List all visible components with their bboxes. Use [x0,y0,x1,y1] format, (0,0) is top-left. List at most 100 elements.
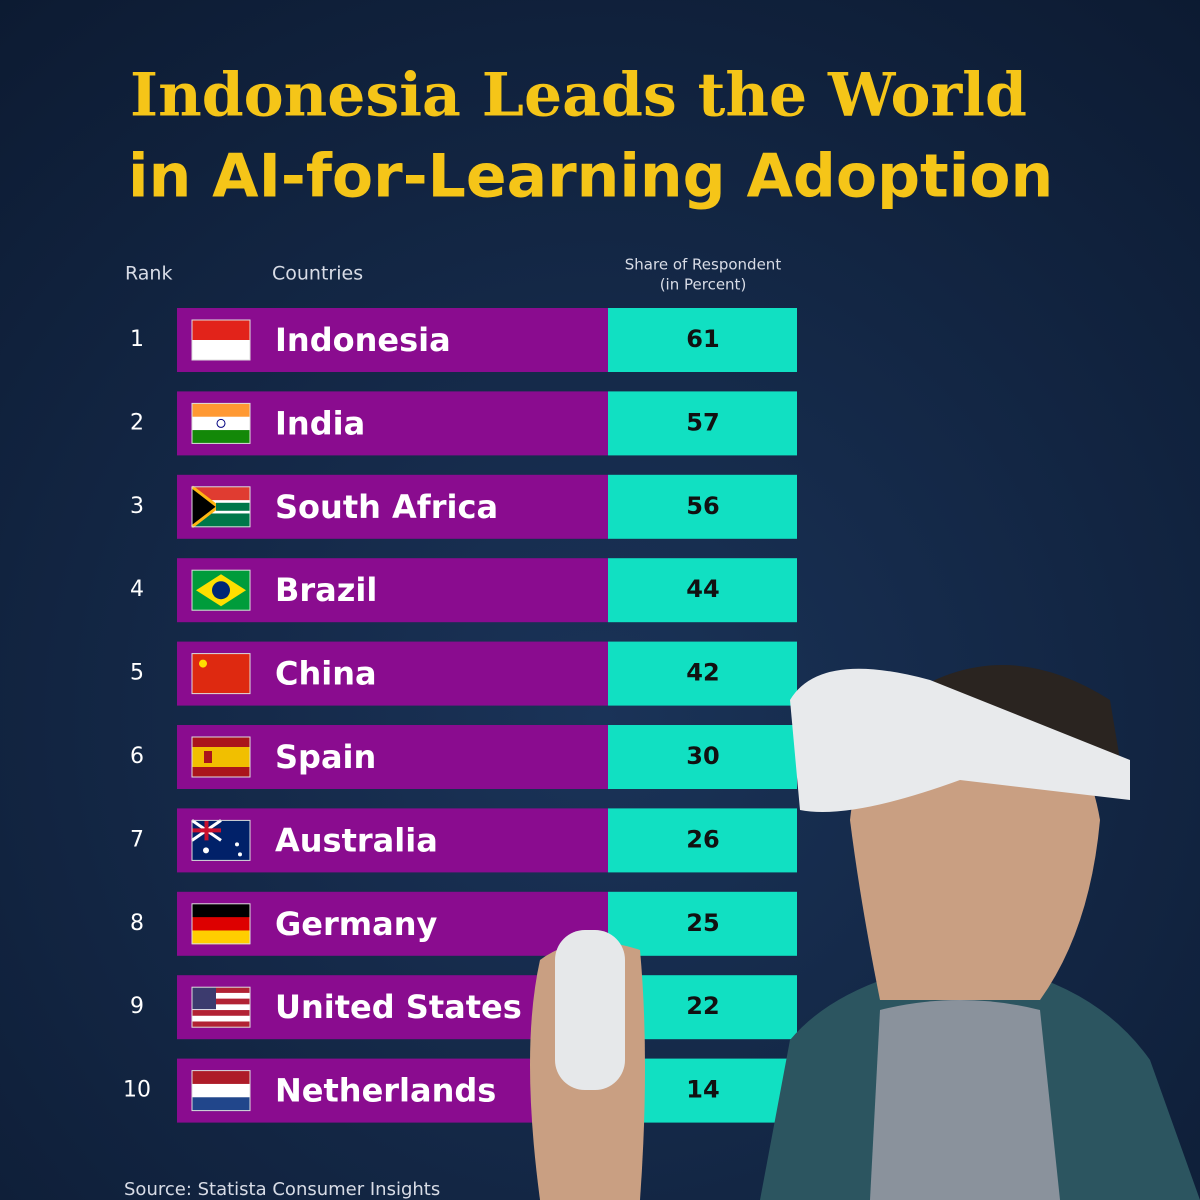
flag-border [191,486,251,528]
person-illustration [530,665,1200,1200]
rank: 9 [130,994,144,1019]
flag-part [199,659,207,668]
country: Brazil [275,571,377,609]
country: China [275,655,377,693]
flag-border [191,736,251,778]
value-cell [608,391,797,456]
country: South Africa [275,488,498,526]
table-row: 4 Brazil 44 [130,558,797,623]
flag-part [216,418,226,428]
title-line-1: Indonesia Leads the World [130,61,1027,131]
flag-border [191,569,251,611]
flag-part [192,930,250,945]
flag-part [192,820,221,841]
flag [191,402,251,444]
flag-part [192,1097,250,1112]
value-cell [608,474,797,539]
table-row: 2 India 57 [130,391,797,456]
table-row: 7 Australia 26 [130,808,797,873]
flag-part [192,737,250,748]
flag-part [192,403,250,418]
flag [191,1070,251,1112]
flag-border [191,903,251,945]
country: Spain [275,738,376,776]
flag [191,819,251,861]
value-cell [608,558,797,623]
flag-part [192,1010,250,1017]
table-row: 5 China 42 [130,641,797,706]
flag-part [192,757,250,768]
country: United States [275,988,522,1026]
country: Netherlands [275,1072,496,1110]
value: 56 [686,492,719,520]
header-country: Countries [272,263,363,285]
flag [191,986,251,1028]
flag-part [204,751,212,763]
flag-part [192,747,250,758]
country: Australia [275,821,438,859]
flag [191,903,251,945]
flag-part [192,1083,250,1098]
rank: 2 [130,410,144,435]
flag-part [212,581,230,600]
table-row: 3 South Africa 56 [130,474,797,539]
header-share-unit: (in Percent) [660,276,747,294]
table-row: 6 Spain 30 [130,725,797,789]
rank: 7 [130,827,144,852]
value: 25 [686,909,719,937]
value: 22 [686,992,719,1020]
flag-border [191,1070,251,1112]
value-cell [608,891,797,956]
flag-part [203,847,209,854]
value: 30 [686,742,719,770]
table-row: 9 United States 22 [130,975,797,1040]
rank: 10 [123,1078,151,1103]
flag-part [192,430,250,444]
value-cell [608,308,797,372]
country: India [275,404,365,442]
value: 26 [686,825,719,853]
value: 44 [686,575,719,603]
flag-border [191,402,251,444]
flag [191,569,251,611]
flag-part [235,842,239,847]
rank: 1 [130,327,144,352]
flag-part [192,987,250,994]
flag-part [192,1070,250,1085]
flag-part [192,653,250,695]
flag-part [192,998,250,1005]
flag-part [192,1015,250,1022]
flag-border [191,653,251,695]
flag-part [238,852,242,857]
flag-part [192,987,216,1010]
flag [191,485,251,528]
flag-part [192,320,250,341]
rank: 5 [130,661,144,686]
table-row: 1 Indonesia 61 [130,308,797,372]
flag-border [191,819,251,861]
value: 14 [686,1076,719,1104]
rank: 8 [130,911,144,936]
value-cell [608,641,797,706]
flag-part [192,1004,250,1011]
flag-part [192,416,250,431]
header-rank: Rank [125,263,172,285]
header-share: Share of Respondent [625,256,782,274]
flag-part [192,767,250,778]
country: Germany [275,905,437,943]
flag-border [191,319,251,361]
rank: 4 [130,577,144,602]
flag [191,736,251,778]
rank: 3 [130,494,144,519]
value-cell [608,808,797,873]
table-row: 10 Netherlands 14 [123,1058,797,1123]
flag-part [192,1021,250,1028]
value: 42 [686,659,719,687]
source: Source: Statista Consumer Insights [124,1179,440,1200]
flag-part [192,486,218,527]
flag [191,653,251,695]
flag-part [216,502,250,511]
flag-part [192,903,250,918]
